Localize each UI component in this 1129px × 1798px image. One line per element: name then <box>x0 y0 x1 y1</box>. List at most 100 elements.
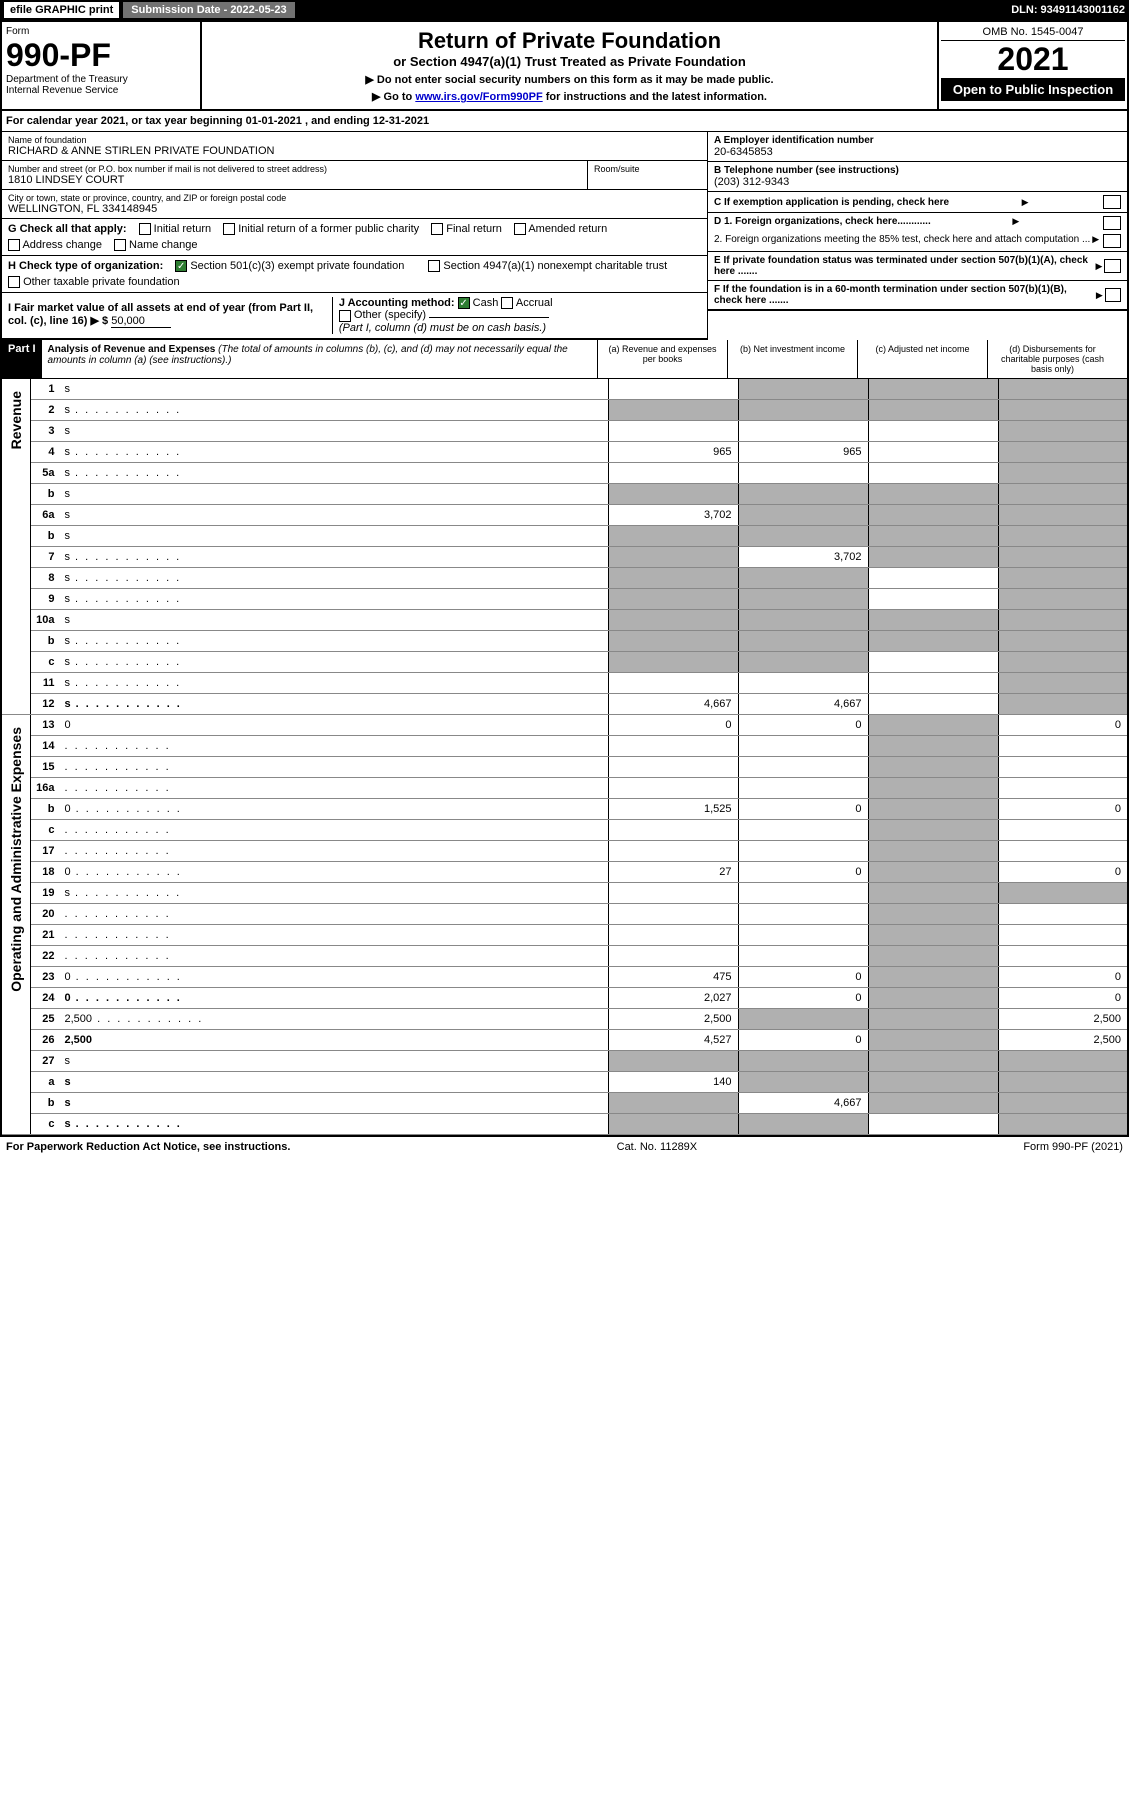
table-row: 19s <box>1 882 1128 903</box>
address: 1810 LINDSEY COURT <box>8 174 581 186</box>
col-c-header: (c) Adjusted net income <box>857 340 987 378</box>
cell-a <box>608 1113 738 1134</box>
line-desc: 0 <box>61 861 609 882</box>
chk-exemption[interactable] <box>1103 195 1121 209</box>
cell-c <box>868 1092 998 1113</box>
col-d-header: (d) Disbursements for charitable purpose… <box>987 340 1117 378</box>
cell-b <box>738 1071 868 1092</box>
cell-b: 4,667 <box>738 693 868 714</box>
cell-b: 4,667 <box>738 1092 868 1113</box>
table-row: c <box>1 819 1128 840</box>
cell-a <box>608 567 738 588</box>
cell-b: 965 <box>738 441 868 462</box>
line-number: 14 <box>31 735 61 756</box>
cell-d <box>998 1071 1128 1092</box>
cell-c <box>868 1008 998 1029</box>
foundation-name: RICHARD & ANNE STIRLEN PRIVATE FOUNDATIO… <box>8 145 701 157</box>
chk-cash[interactable] <box>458 297 470 309</box>
city-state-zip: WELLINGTON, FL 334148945 <box>8 203 701 215</box>
chk-initial[interactable] <box>139 223 151 235</box>
line-desc: s <box>61 546 609 567</box>
line-number: 20 <box>31 903 61 924</box>
note-ssn: ▶ Do not enter social security numbers o… <box>208 73 931 86</box>
chk-other-tax[interactable] <box>8 276 20 288</box>
cell-a <box>608 399 738 420</box>
chk-accrual[interactable] <box>501 297 513 309</box>
cell-b <box>738 504 868 525</box>
chk-4947[interactable] <box>428 260 440 272</box>
line-number: 11 <box>31 672 61 693</box>
line-number: 12 <box>31 693 61 714</box>
irs-link[interactable]: www.irs.gov/Form990PF <box>415 91 542 103</box>
part1-title: Analysis of Revenue and Expenses <box>48 344 216 355</box>
cell-d <box>998 651 1128 672</box>
cell-b <box>738 819 868 840</box>
table-row: b01,52500 <box>1 798 1128 819</box>
dept-irs: Internal Revenue Service <box>6 85 196 96</box>
chk-final[interactable] <box>431 223 443 235</box>
cell-b <box>738 462 868 483</box>
note-link: ▶ Go to www.irs.gov/Form990PF for instru… <box>208 90 931 103</box>
cell-d: 2,500 <box>998 1008 1128 1029</box>
line-number: 7 <box>31 546 61 567</box>
line-number: 27 <box>31 1050 61 1071</box>
cell-a: 475 <box>608 966 738 987</box>
cell-c <box>868 1113 998 1134</box>
line-number: 19 <box>31 882 61 903</box>
chk-85pct[interactable] <box>1103 234 1121 248</box>
cell-a <box>608 609 738 630</box>
chk-foreign[interactable] <box>1103 216 1121 230</box>
cell-a: 3,702 <box>608 504 738 525</box>
cell-c <box>868 777 998 798</box>
form-title: Return of Private Foundation <box>208 28 931 54</box>
section-d: D 1. Foreign organizations, check here..… <box>708 213 1127 252</box>
top-bar: efile GRAPHIC print Submission Date - 20… <box>0 0 1129 20</box>
line-desc: 0 <box>61 966 609 987</box>
line-number: 2 <box>31 399 61 420</box>
cell-b <box>738 379 868 400</box>
cell-a <box>608 840 738 861</box>
table-row: 3s <box>1 420 1128 441</box>
cell-d: 0 <box>998 714 1128 735</box>
cell-c <box>868 966 998 987</box>
section-c: C If exemption application is pending, c… <box>708 192 1127 213</box>
table-row: 262,5004,52702,500 <box>1 1029 1128 1050</box>
cell-b <box>738 924 868 945</box>
chk-amended[interactable] <box>514 223 526 235</box>
line-desc: 0 <box>61 714 609 735</box>
chk-501c3[interactable] <box>175 260 187 272</box>
line-desc <box>61 777 609 798</box>
cell-d <box>998 819 1128 840</box>
chk-other-method[interactable] <box>339 310 351 322</box>
table-row: 252,5002,5002,500 <box>1 1008 1128 1029</box>
chk-initial-former[interactable] <box>223 223 235 235</box>
cell-b: 0 <box>738 966 868 987</box>
cell-c <box>868 672 998 693</box>
cell-c <box>868 399 998 420</box>
table-row: 17 <box>1 840 1128 861</box>
cell-d: 2,500 <box>998 1029 1128 1050</box>
table-row: 12s4,6674,667 <box>1 693 1128 714</box>
table-row: 7s3,702 <box>1 546 1128 567</box>
table-row: 4s965965 <box>1 441 1128 462</box>
footer: For Paperwork Reduction Act Notice, see … <box>0 1135 1129 1157</box>
chk-name[interactable] <box>114 239 126 251</box>
line-desc: s <box>61 672 609 693</box>
info-grid: Name of foundation RICHARD & ANNE STIRLE… <box>0 132 1129 340</box>
efile-badge[interactable]: efile GRAPHIC print <box>4 2 119 18</box>
cell-d <box>998 399 1128 420</box>
part1-label: Part I <box>2 340 42 378</box>
line-number: 1 <box>31 379 61 400</box>
cell-c <box>868 819 998 840</box>
chk-terminated[interactable] <box>1104 259 1121 273</box>
cell-d <box>998 379 1128 400</box>
chk-address[interactable] <box>8 239 20 251</box>
table-row: 16a <box>1 777 1128 798</box>
line-desc: s <box>61 379 609 400</box>
header-left: Form 990-PF Department of the Treasury I… <box>2 22 202 109</box>
line-desc: s <box>61 420 609 441</box>
table-row: 15 <box>1 756 1128 777</box>
cell-a: 140 <box>608 1071 738 1092</box>
chk-60month[interactable] <box>1105 288 1121 302</box>
line-desc: s <box>61 441 609 462</box>
